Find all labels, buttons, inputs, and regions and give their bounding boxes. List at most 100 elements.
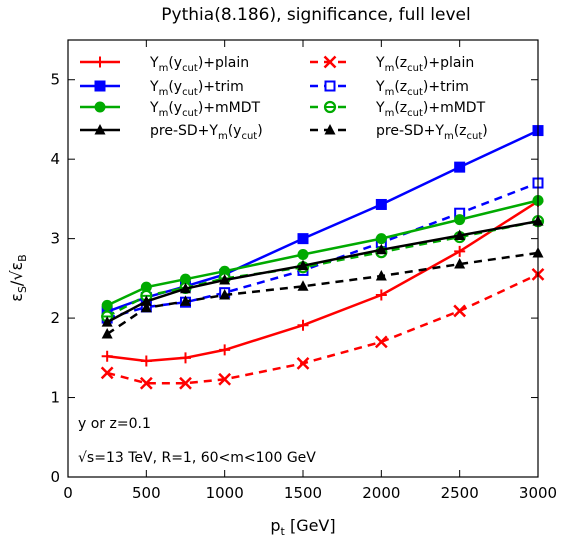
legend-label: Ym(ycut)+plain bbox=[149, 55, 249, 74]
data-point bbox=[297, 319, 309, 331]
legend-label: Ym(zcut)+mMDT bbox=[375, 100, 486, 119]
data-point bbox=[454, 229, 466, 240]
annotation-kinematics: √s=13 TeV, R=1, 60<m<100 GeV bbox=[78, 450, 316, 466]
x-tick-label: 2500 bbox=[441, 484, 479, 502]
legend: Ym(ycut)+plain Ym(zcut)+plain Ym(ycut)+tri… bbox=[80, 55, 488, 142]
legend-entry: pre-SD+Ym(zcut) bbox=[310, 123, 488, 142]
data-point bbox=[375, 198, 387, 210]
y-tick-label: 3 bbox=[50, 230, 60, 248]
data-point bbox=[219, 289, 231, 300]
data-point bbox=[179, 376, 192, 390]
series-2 bbox=[101, 125, 544, 318]
series-0 bbox=[101, 195, 544, 367]
y-label-s-sub: S bbox=[16, 286, 29, 293]
series-4 bbox=[101, 194, 544, 311]
data-point bbox=[100, 366, 114, 380]
legend-label: Ym(zcut)+plain bbox=[375, 55, 474, 74]
x-label-unit: [GeV] bbox=[285, 516, 336, 535]
annotation-cut: y or z=0.1 bbox=[78, 416, 151, 432]
data-point bbox=[180, 273, 191, 285]
data-point bbox=[454, 214, 466, 226]
series-line bbox=[106, 273, 539, 385]
data-point bbox=[297, 249, 309, 261]
data-point bbox=[375, 243, 387, 255]
data-point bbox=[180, 295, 191, 306]
data-point bbox=[218, 372, 232, 386]
x-tick-label: 0 bbox=[63, 484, 73, 502]
data-point bbox=[297, 233, 309, 245]
svg-text:pt [GeV]: pt [GeV] bbox=[270, 516, 335, 538]
x-tick-label: 1500 bbox=[284, 484, 322, 502]
data-point bbox=[453, 304, 467, 318]
data-point bbox=[454, 245, 466, 257]
x-label-sub: t bbox=[281, 525, 286, 538]
x-tick-label: 2000 bbox=[362, 484, 400, 502]
data-point bbox=[140, 355, 152, 367]
data-point bbox=[324, 80, 336, 92]
series-line bbox=[106, 219, 539, 324]
data-point bbox=[140, 301, 152, 313]
data-point bbox=[454, 258, 466, 269]
data-point bbox=[94, 80, 106, 92]
data-point bbox=[297, 280, 309, 291]
legend-label: Ym(zcut)+trim bbox=[375, 79, 469, 98]
data-point bbox=[94, 101, 106, 113]
data-point bbox=[219, 344, 231, 356]
x-axis-label: pt [GeV] bbox=[270, 516, 335, 538]
data-point bbox=[323, 100, 337, 114]
legend-label: pre-SD+Ym(ycut) bbox=[150, 123, 263, 142]
data-point bbox=[94, 56, 106, 68]
data-point bbox=[180, 282, 191, 294]
data-point bbox=[101, 350, 113, 362]
y-tick-label: 5 bbox=[50, 71, 60, 89]
legend-label: Ym(ycut)+mMDT bbox=[149, 100, 261, 119]
series-layer bbox=[100, 125, 545, 390]
data-point bbox=[94, 124, 106, 135]
legend-entry: Ym(zcut)+trim bbox=[310, 79, 469, 98]
legend-label: pre-SD+Ym(zcut) bbox=[376, 123, 488, 142]
legend-label: Ym(ycut)+trim bbox=[149, 79, 244, 98]
series-line bbox=[106, 251, 539, 336]
y-axis-label: εS/√εB bbox=[7, 254, 29, 301]
data-point bbox=[139, 376, 153, 390]
data-point bbox=[324, 124, 336, 135]
data-point bbox=[375, 269, 387, 281]
y-tick-label: 4 bbox=[50, 150, 60, 168]
legend-entry: Ym(ycut)+plain bbox=[80, 55, 249, 74]
legend-entry: Ym(zcut)+mMDT bbox=[310, 100, 486, 119]
data-point bbox=[219, 273, 231, 285]
data-point bbox=[101, 299, 113, 311]
y-tick-label: 0 bbox=[50, 468, 60, 486]
data-point bbox=[180, 352, 191, 364]
legend-entry: Ym(ycut)+trim bbox=[80, 79, 244, 98]
y-tick-label: 2 bbox=[50, 309, 60, 327]
data-point bbox=[101, 327, 113, 339]
x-tick-label: 500 bbox=[132, 484, 161, 502]
legend-entry: Ym(ycut)+mMDT bbox=[80, 100, 261, 119]
data-point bbox=[323, 55, 337, 69]
series-line bbox=[106, 199, 539, 307]
legend-entry: Ym(zcut)+plain bbox=[310, 55, 474, 74]
legend-entry: pre-SD+Ym(ycut) bbox=[80, 123, 263, 142]
x-tick-label: 1000 bbox=[206, 484, 244, 502]
y-label-sep: /√ε bbox=[7, 262, 26, 286]
data-point bbox=[374, 335, 388, 349]
series-6 bbox=[101, 215, 544, 327]
data-point bbox=[140, 281, 152, 293]
series-7 bbox=[101, 246, 544, 339]
data-point bbox=[101, 316, 113, 327]
data-point bbox=[454, 161, 466, 173]
y-tick-label: 1 bbox=[50, 389, 60, 407]
data-point bbox=[375, 233, 387, 245]
series-line bbox=[106, 181, 539, 320]
svg-text:εS/√εB: εS/√εB bbox=[7, 254, 29, 301]
y-label-b-sub: B bbox=[16, 254, 29, 262]
series-line bbox=[106, 219, 539, 318]
y-label-base: ε bbox=[7, 293, 26, 302]
data-point bbox=[297, 259, 309, 271]
series-line bbox=[106, 129, 539, 313]
series-1 bbox=[100, 268, 545, 390]
x-label-base: p bbox=[270, 516, 280, 535]
x-tick-label: 3000 bbox=[519, 484, 557, 502]
